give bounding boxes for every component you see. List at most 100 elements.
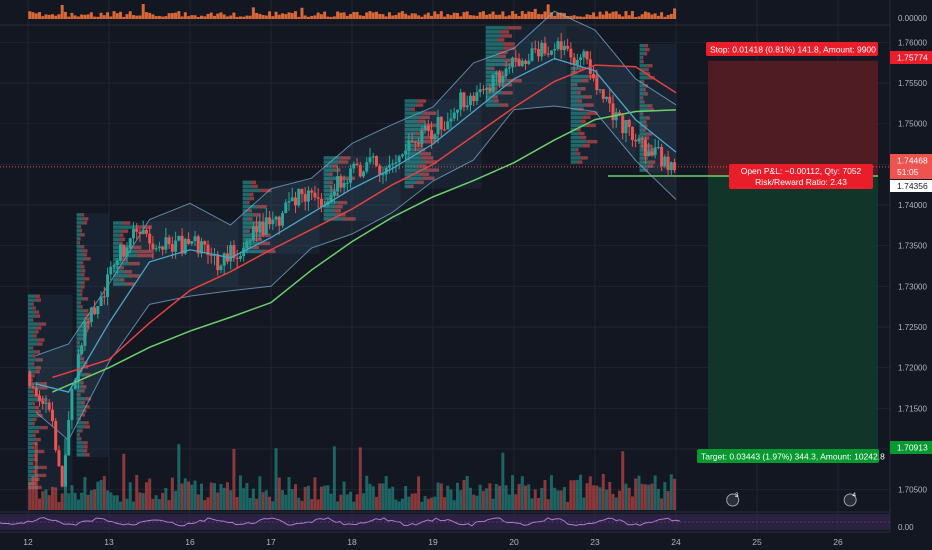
event-marker[interactable]: 4 bbox=[843, 492, 857, 507]
volume-bar bbox=[297, 497, 301, 510]
volume-bar bbox=[271, 501, 275, 510]
profile-bar-up bbox=[76, 313, 85, 317]
top-indicator-bar bbox=[433, 11, 437, 19]
profile-bar-down bbox=[579, 131, 585, 136]
profile-bar-up bbox=[242, 217, 249, 221]
top-indicator-bar bbox=[630, 11, 634, 19]
profile-bar-down bbox=[124, 270, 133, 274]
profile-bar-down bbox=[417, 164, 427, 168]
volume-bar bbox=[131, 501, 135, 510]
profile-bar-down bbox=[648, 108, 654, 112]
candle-body bbox=[614, 112, 618, 121]
profile-bar-up bbox=[485, 62, 503, 67]
volume-bar bbox=[310, 499, 314, 510]
profile-bar-down bbox=[32, 354, 36, 358]
volume-bar bbox=[579, 474, 583, 510]
top-indicator-bar bbox=[316, 12, 320, 19]
profile-bar-down bbox=[129, 261, 140, 266]
profile-bar-down bbox=[415, 103, 424, 107]
profile-bar-down bbox=[85, 373, 91, 377]
candle-body bbox=[235, 257, 239, 259]
profile-bar-down bbox=[339, 156, 351, 160]
profile-bar-down bbox=[81, 285, 85, 289]
profile-bar-down bbox=[421, 156, 434, 160]
top-indicator-bar bbox=[617, 14, 621, 19]
candle-body bbox=[475, 92, 479, 102]
profile-bar-up bbox=[323, 205, 336, 209]
candle-body bbox=[391, 163, 395, 165]
candle-body bbox=[439, 116, 443, 130]
candle-body bbox=[352, 163, 356, 169]
candle-body bbox=[394, 162, 398, 164]
profile-bar-down bbox=[119, 278, 125, 282]
profile-bar-up bbox=[28, 445, 32, 450]
top-indicator-bar bbox=[115, 13, 119, 19]
top-indicator-bar bbox=[310, 15, 314, 19]
target-label[interactable]: Target: 0.03443 (1.97%) 344.3, Amount: 1… bbox=[697, 449, 885, 463]
top-indicator-bar bbox=[595, 16, 599, 19]
top-indicator-bar bbox=[83, 14, 87, 19]
profile-bar-down bbox=[37, 449, 45, 454]
profile-bar-up bbox=[76, 329, 84, 333]
profile-bar-down bbox=[82, 409, 87, 413]
profile-bar-down bbox=[493, 99, 499, 103]
top-indicator-bar bbox=[242, 16, 246, 19]
time-axis[interactable]: 12 13 16 17 18 19 20 23 24 25 26 bbox=[0, 531, 890, 547]
top-indicator-bar bbox=[452, 12, 456, 19]
top-indicator-bar bbox=[507, 15, 511, 19]
candle-body bbox=[400, 154, 404, 157]
event-marker[interactable]: 3 bbox=[726, 492, 740, 507]
entry-price-tag bbox=[890, 180, 932, 192]
top-indicator-bar bbox=[585, 14, 589, 19]
sma-green-line bbox=[52, 109, 677, 393]
candle-body bbox=[407, 140, 411, 151]
top-indicator-bar bbox=[183, 12, 187, 19]
top-indicator-bar bbox=[624, 11, 628, 19]
candle-body bbox=[209, 254, 213, 256]
volume-bar bbox=[80, 492, 84, 510]
profile-bar-down bbox=[579, 119, 586, 124]
candle-body bbox=[167, 237, 171, 245]
volume-bar bbox=[365, 475, 369, 510]
pnl-label[interactable]: Open P&L: −0.00112, Qty: 7052 Risk/Rewar… bbox=[729, 164, 873, 189]
candle-body bbox=[242, 247, 246, 257]
top-indicator-bar bbox=[410, 13, 414, 19]
profile-bar-down bbox=[334, 209, 342, 213]
top-indicator-bar bbox=[527, 11, 531, 19]
stop-label[interactable]: Stop: 0.01418 (0.81%) 141.8, Amount: 990… bbox=[706, 42, 878, 56]
profile-bar-up bbox=[639, 140, 644, 144]
candle-body bbox=[102, 296, 106, 298]
candle-body bbox=[504, 68, 508, 76]
profile-bar-up bbox=[76, 433, 79, 437]
volume-bar bbox=[154, 495, 158, 510]
volume-bar bbox=[50, 486, 54, 510]
profile-bar-up bbox=[113, 233, 120, 237]
profile-bar-up bbox=[404, 127, 421, 132]
profile-bar-up bbox=[76, 213, 82, 217]
profile-bar-down bbox=[31, 461, 34, 466]
price-tick-label: 1.75000 bbox=[898, 120, 927, 129]
candle-body bbox=[507, 67, 511, 69]
candle-body bbox=[653, 147, 657, 156]
profile-bar-up bbox=[639, 156, 645, 160]
profile-bar-down bbox=[251, 184, 258, 189]
top-indicator-bar bbox=[498, 14, 502, 19]
candle-body bbox=[34, 387, 38, 396]
top-indicator-bar bbox=[106, 12, 110, 19]
profile-bar-up bbox=[113, 229, 123, 233]
profile-bar-up bbox=[639, 124, 645, 128]
volume-bar bbox=[293, 484, 297, 510]
candle-body bbox=[362, 171, 366, 177]
candle-body bbox=[465, 105, 469, 108]
volume-bar bbox=[378, 483, 382, 510]
volume-bar bbox=[585, 483, 589, 510]
top-indicator-bar bbox=[582, 16, 586, 19]
profile-bar-down bbox=[78, 241, 81, 245]
top-indicator-bar bbox=[362, 15, 366, 19]
top-indicator-bar bbox=[368, 11, 372, 19]
top-indicator-bar bbox=[387, 12, 391, 19]
top-indicator-bar bbox=[255, 12, 259, 19]
profile-bar-down bbox=[422, 176, 435, 180]
